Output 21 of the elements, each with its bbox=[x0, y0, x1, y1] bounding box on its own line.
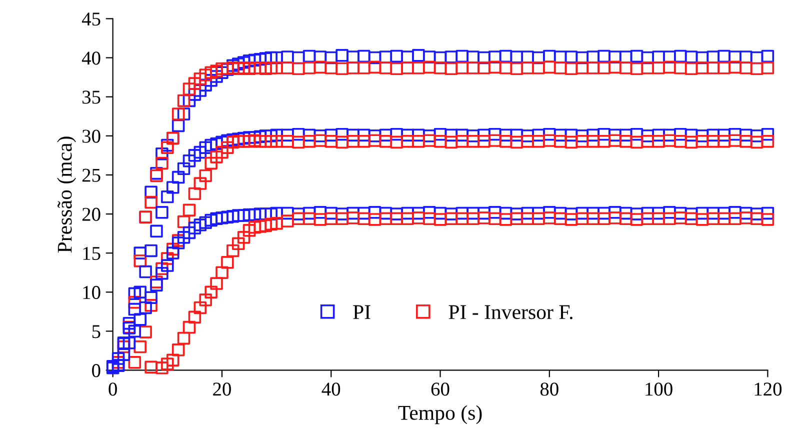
y-tick-label: 15 bbox=[83, 246, 100, 260]
legend-label: PI - Inversor F. bbox=[448, 305, 572, 320]
legend-label: PI bbox=[353, 305, 370, 319]
y-tick-label: 35 bbox=[82, 90, 100, 104]
x-tick-label: 120 bbox=[754, 382, 782, 396]
x-tick-label: 100 bbox=[646, 382, 672, 396]
y-tick-label: 5 bbox=[92, 325, 100, 338]
y-tick-label: 20 bbox=[82, 208, 100, 221]
x-tick-label: 80 bbox=[540, 382, 558, 396]
y-tick-label: 10 bbox=[83, 286, 100, 300]
x-tick-label: 40 bbox=[322, 382, 340, 396]
y-axis-title: Pressão (mca) bbox=[57, 136, 76, 253]
y-tick-label: 40 bbox=[82, 52, 100, 65]
x-tick-label: 0 bbox=[108, 382, 117, 396]
y-tick-label: 30 bbox=[82, 130, 100, 143]
y-tick-label: 0 bbox=[92, 364, 100, 378]
x-tick-label: 20 bbox=[213, 382, 231, 396]
x-tick-label: 60 bbox=[431, 382, 450, 396]
x-axis-title: Tempo (s) bbox=[398, 405, 482, 424]
y-tick-label: 25 bbox=[82, 168, 100, 182]
y-tick-label: 45 bbox=[82, 12, 100, 26]
